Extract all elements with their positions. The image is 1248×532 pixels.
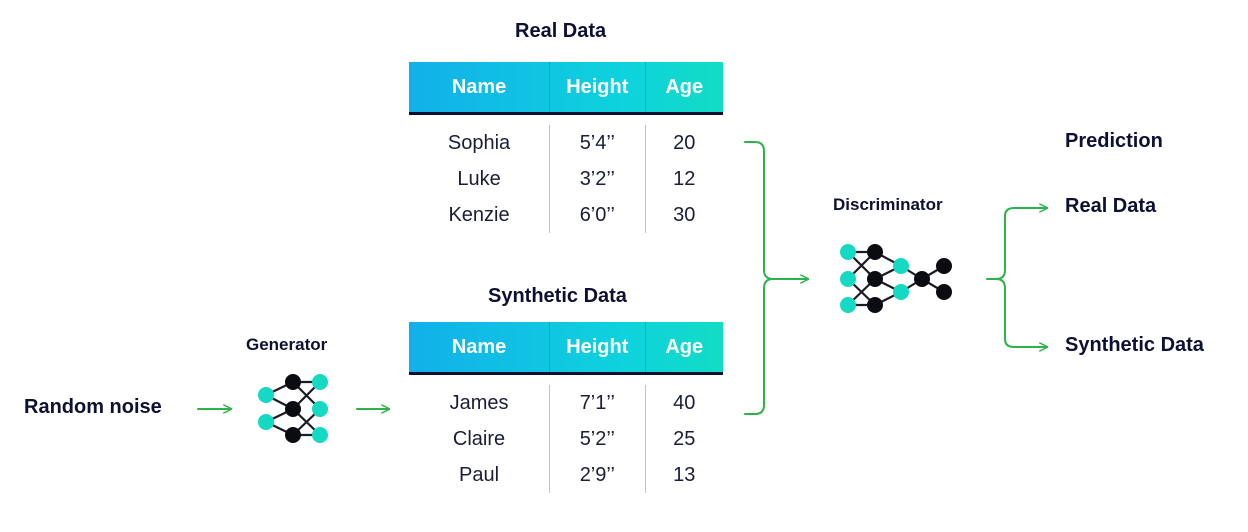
bracket-split-icon <box>986 208 1048 280</box>
real-data-title: Real Data <box>515 20 607 42</box>
table-cell: 2’9’’ <box>579 464 615 486</box>
table-body: Sophia Luke Kenzie 5’4’’ 3’2’’ 6’0’’ 20 … <box>409 115 723 233</box>
table-cell: James <box>449 392 509 414</box>
header-age: Age <box>644 62 724 112</box>
table-cell: 25 <box>673 428 696 450</box>
header-name: Name <box>451 335 507 358</box>
table-cell: 6’0’’ <box>579 204 615 226</box>
generator-network-icon <box>258 374 328 443</box>
prediction-label: Prediction <box>1065 130 1163 152</box>
generator-label: Generator <box>246 335 328 354</box>
header-height: Height <box>549 62 644 112</box>
table-cell: Luke <box>457 168 501 190</box>
name-column: James Claire Paul <box>409 385 549 493</box>
bracket-split-icon <box>995 278 1048 347</box>
height-column: 7’1’’ 5’2’’ 2’9’’ <box>549 385 644 493</box>
prediction-real-label: Real Data <box>1065 195 1157 217</box>
height-column: 5’4’’ 3’2’’ 6’0’’ <box>549 125 644 233</box>
table-body: James Claire Paul 7’1’’ 5’2’’ 2’9’’ 40 2… <box>409 375 723 493</box>
random-noise-label: Random noise <box>24 396 162 418</box>
table-cell: 3’2’’ <box>579 168 615 190</box>
header-age: Age <box>644 322 724 372</box>
table-cell: 5’4’’ <box>579 132 615 154</box>
age-column: 20 12 30 <box>644 125 724 233</box>
table-cell: 12 <box>673 168 696 190</box>
table-cell: 20 <box>673 132 696 154</box>
real-data-table: Name Height Age Sophia Luke Kenzie 5’4’’… <box>409 62 723 233</box>
table-header: Name Height Age <box>409 62 723 115</box>
table-header: Name Height Age <box>409 322 723 375</box>
table-cell: Claire <box>452 428 506 450</box>
age-column: 40 25 13 <box>644 385 724 493</box>
synthetic-data-table: Name Height Age James Claire Paul 7’1’’ … <box>409 322 723 493</box>
table-cell: 30 <box>673 204 696 226</box>
table-cell: 13 <box>673 464 696 486</box>
header-name: Name <box>451 75 507 98</box>
synthetic-data-title: Synthetic Data <box>488 285 627 307</box>
name-column: Sophia Luke Kenzie <box>409 125 549 233</box>
table-cell: 5’2’’ <box>579 428 615 450</box>
table-cell: Sophia <box>447 132 511 154</box>
table-cell: Kenzie <box>448 204 510 226</box>
header-height: Height <box>549 322 644 372</box>
table-cell: 40 <box>673 392 696 414</box>
bracket-merge-icon <box>744 141 774 415</box>
table-cell: 7’1’’ <box>579 392 615 414</box>
table-cell: Paul <box>459 464 500 486</box>
prediction-synthetic-label: Synthetic Data <box>1065 334 1204 356</box>
discriminator-network-icon <box>840 244 952 313</box>
discriminator-label: Discriminator <box>833 195 943 214</box>
